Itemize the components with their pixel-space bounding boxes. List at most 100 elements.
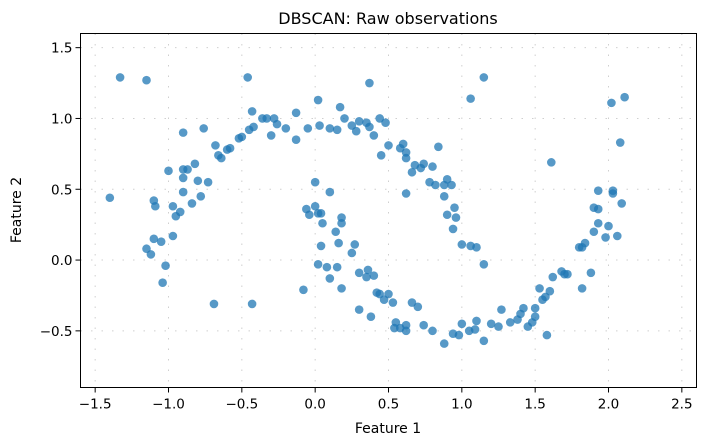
data-point <box>351 126 361 136</box>
data-point <box>281 124 291 133</box>
data-point <box>620 92 629 102</box>
x-tick-label: 1.0 <box>451 397 472 413</box>
x-tick-label: −1.5 <box>79 397 112 413</box>
data-point <box>318 218 327 228</box>
data-point <box>442 210 452 220</box>
data-point <box>190 159 200 169</box>
data-point <box>384 289 393 299</box>
data-point <box>428 326 437 336</box>
data-point <box>613 231 622 241</box>
data-point <box>247 299 257 309</box>
data-point <box>332 125 342 135</box>
data-point <box>178 173 188 183</box>
data-point <box>203 177 213 187</box>
data-point <box>334 238 343 248</box>
data-point <box>325 187 335 197</box>
data-point <box>164 166 173 176</box>
data-point <box>217 153 226 163</box>
data-point <box>365 78 374 88</box>
data-point <box>589 227 599 237</box>
data-point <box>225 143 235 153</box>
data-point <box>376 150 386 160</box>
data-point <box>322 262 332 272</box>
data-point <box>563 269 572 279</box>
data-point <box>439 192 449 201</box>
data-point <box>366 312 376 322</box>
data-point <box>593 186 603 195</box>
data-point <box>243 73 252 82</box>
axis-ticks: −1.5 −1.0 −0.5 0.0 0.5 1.0 1.5 2.0 2.5 −0.5 0.0 0.5… <box>40 41 693 413</box>
data-point <box>178 128 188 137</box>
data-point <box>262 114 272 123</box>
data-point <box>434 142 443 152</box>
data-point <box>479 260 489 269</box>
data-point <box>547 158 556 167</box>
data-point <box>291 108 301 118</box>
data-point <box>451 213 461 222</box>
x-tick-label: 2.5 <box>671 397 692 413</box>
data-point <box>548 272 558 282</box>
data-point <box>209 299 219 309</box>
data-point <box>313 95 323 105</box>
data-point <box>249 122 258 132</box>
data-point <box>577 243 587 252</box>
data-point <box>381 118 390 128</box>
data-point <box>354 268 364 278</box>
data-point <box>604 221 613 231</box>
data-point <box>363 265 373 275</box>
y-tick-label: 1.0 <box>51 111 72 127</box>
data-point <box>472 316 481 326</box>
data-point <box>310 201 320 211</box>
data-point <box>448 224 458 234</box>
data-point <box>237 132 247 142</box>
data-point <box>479 73 489 82</box>
data-point <box>158 278 167 288</box>
data-point <box>542 330 552 340</box>
grid-lines <box>80 33 697 388</box>
data-point <box>398 139 408 149</box>
data-point <box>497 305 506 314</box>
data-point <box>384 141 393 150</box>
data-point <box>193 176 203 186</box>
data-point <box>419 159 429 169</box>
data-point <box>303 124 313 133</box>
data-point <box>431 180 440 190</box>
data-point <box>401 153 411 163</box>
data-point <box>530 312 540 322</box>
data-point <box>161 261 170 271</box>
data-point <box>266 131 276 140</box>
data-point <box>149 234 159 244</box>
data-point <box>325 124 335 133</box>
data-point <box>466 94 475 103</box>
data-point <box>535 284 544 293</box>
y-tick-label: 0.5 <box>51 182 72 198</box>
data-point <box>325 274 335 283</box>
data-point <box>454 330 464 340</box>
data-point <box>156 237 166 246</box>
data-point <box>450 203 459 212</box>
data-point <box>413 302 423 312</box>
data-point <box>419 320 429 330</box>
data-point <box>347 248 357 258</box>
x-tick-label: 1.5 <box>524 397 545 413</box>
data-points <box>105 73 629 348</box>
y-tick-label: 1.5 <box>51 41 72 57</box>
y-axis-label: Feature 2 <box>9 177 25 243</box>
data-point <box>247 107 257 116</box>
x-axis-label: Feature 1 <box>355 421 421 437</box>
data-point <box>586 268 596 278</box>
data-point <box>115 73 125 82</box>
data-point <box>199 124 208 133</box>
data-point <box>354 305 364 314</box>
data-point <box>617 199 626 208</box>
y-tick-label: −0.5 <box>40 324 73 340</box>
data-point <box>494 322 503 331</box>
data-point <box>187 199 197 208</box>
data-point <box>439 339 449 348</box>
data-point <box>291 135 301 144</box>
data-point <box>315 121 324 130</box>
data-point <box>593 218 603 228</box>
data-point <box>272 119 282 129</box>
data-point <box>369 131 379 140</box>
